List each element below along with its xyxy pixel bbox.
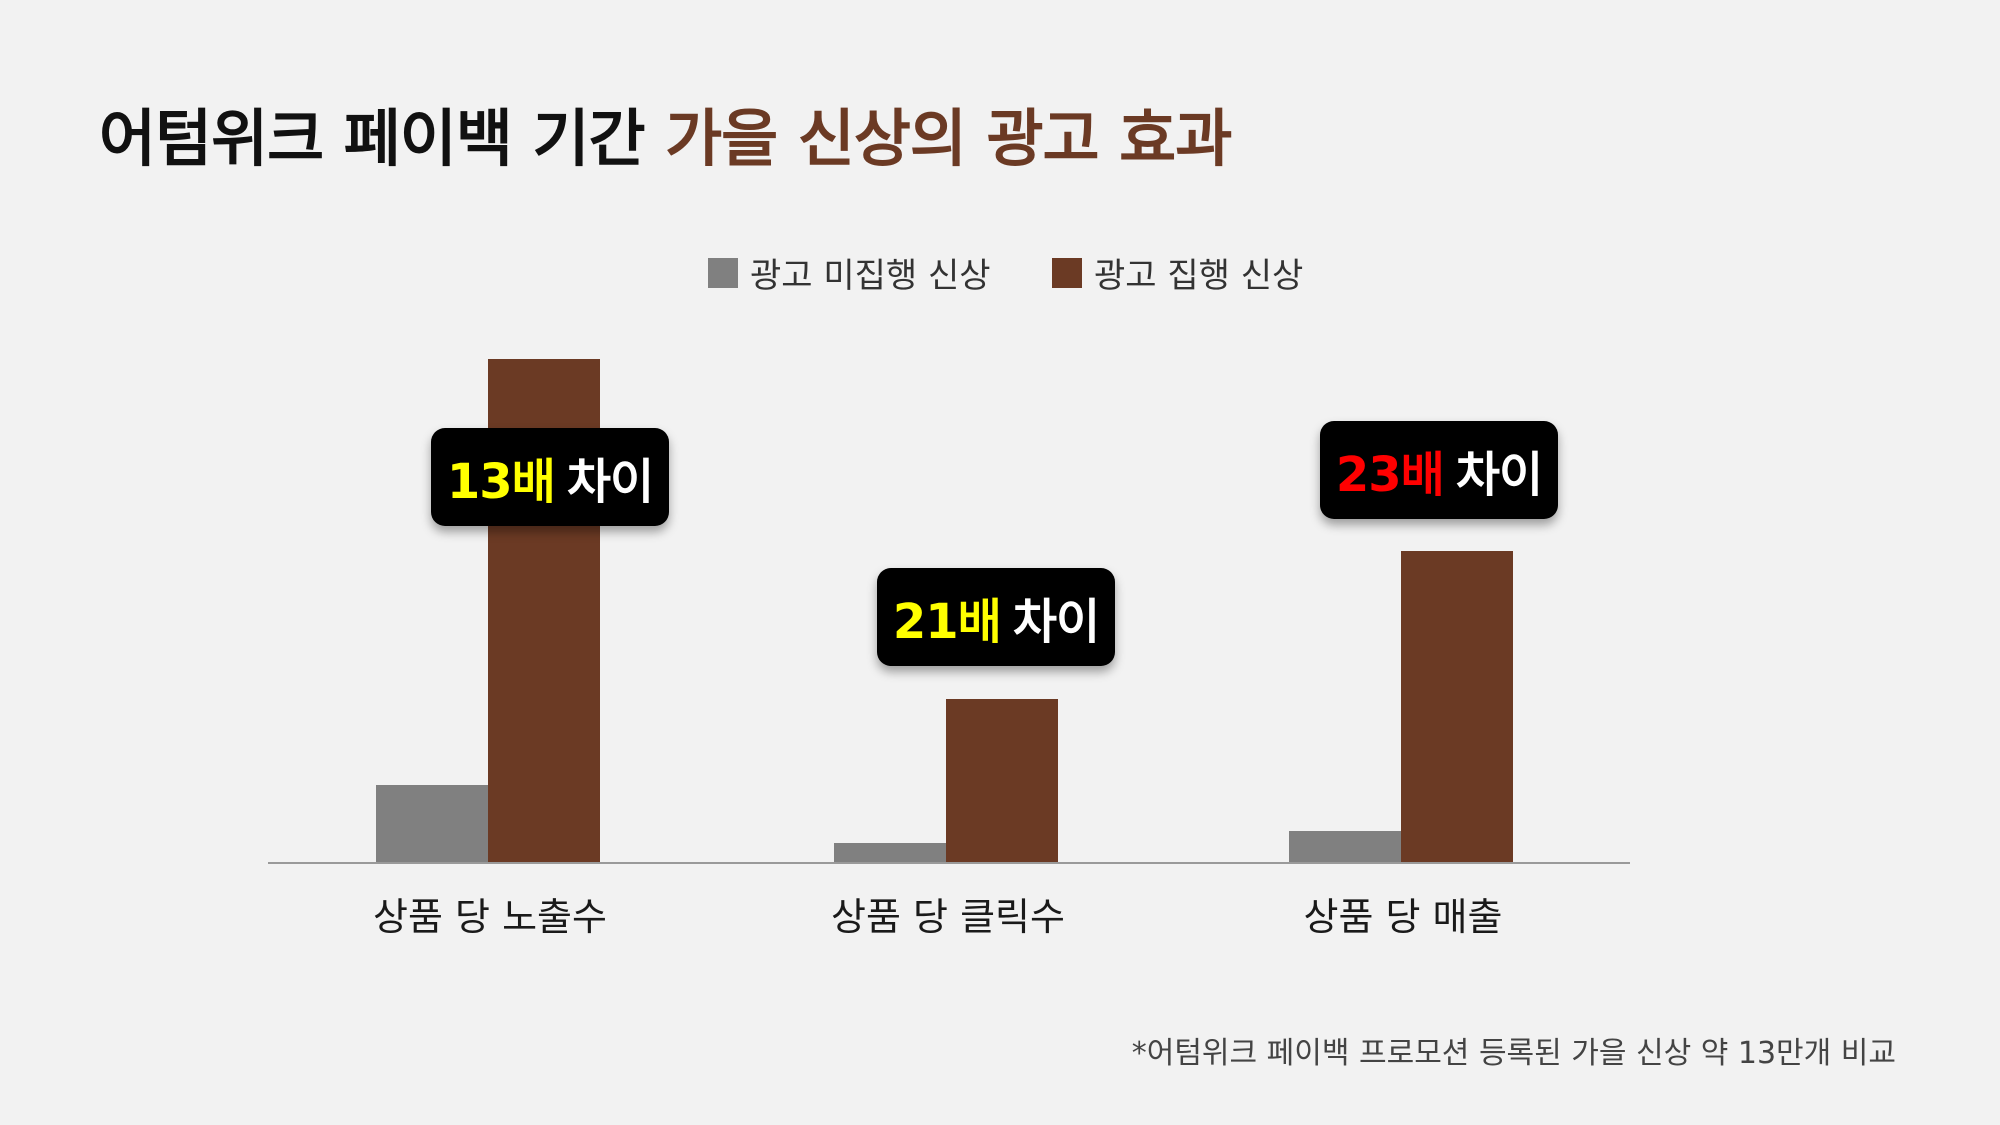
- legend-swatch-ad: [1052, 257, 1082, 288]
- ratio-badge-impressions: 13배 차이: [431, 428, 669, 526]
- badge-ratio-sales: 23배: [1335, 447, 1445, 503]
- category-label-impressions: 상품 당 노출수: [373, 895, 607, 939]
- badge-ratio-clicks: 21배: [892, 594, 1002, 650]
- ratio-badge-clicks: 21배 차이: [877, 568, 1115, 666]
- bar-clicks-ad: [946, 699, 1058, 863]
- title-highlight: 가을 신상의 광고 효과: [665, 102, 1232, 175]
- chart-legend: 광고 미집행 신상 광고 집행 신상: [0, 248, 2000, 296]
- title-main: 어텀위크 페이백 기간: [99, 102, 666, 175]
- legend-swatch-no-ad: [708, 257, 738, 288]
- bar-clicks-no-ad: [834, 843, 946, 863]
- bar-sales-ad: [1401, 551, 1513, 863]
- bar-sales-no-ad: [1289, 831, 1401, 863]
- badge-suffix-clicks: 차이: [1012, 594, 1100, 650]
- category-label-sales: 상품 당 매출: [1303, 895, 1503, 939]
- legend-label-ad: 광고 집행 신상: [1094, 256, 1304, 296]
- legend-item-ad: 광고 집행 신상: [1052, 248, 1303, 297]
- category-label-clicks: 상품 당 클릭수: [831, 895, 1065, 939]
- page-title: 어텀위크 페이백 기간 가을 신상의 광고 효과: [99, 88, 1232, 178]
- ratio-badge-sales: 23배 차이: [1320, 421, 1558, 519]
- bar-impressions-no-ad: [376, 785, 488, 863]
- legend-item-no-ad: 광고 미집행 신상: [708, 248, 991, 297]
- badge-suffix-impressions: 차이: [566, 454, 654, 510]
- badge-ratio-impressions: 13배: [446, 454, 556, 510]
- badge-suffix-sales: 차이: [1455, 447, 1543, 503]
- legend-label-no-ad: 광고 미집행 신상: [750, 256, 991, 296]
- footnote: *어텀위크 페이백 프로모션 등록된 가을 신상 약 13만개 비교: [1131, 1036, 1896, 1071]
